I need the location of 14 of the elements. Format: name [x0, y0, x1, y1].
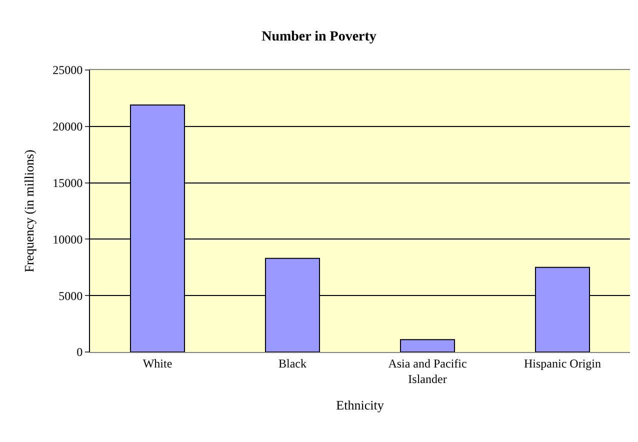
y-tick-label: 10000	[52, 232, 83, 246]
y-tick-label: 5000	[58, 288, 83, 303]
x-tick-label: Asia and Pacific Islander	[388, 356, 467, 386]
chart-title: Number in Poverty	[262, 30, 376, 45]
y-tick-label: 20000	[52, 120, 83, 134]
bar	[400, 339, 455, 352]
x-tick-label: White	[142, 356, 172, 370]
x-tick-label: Hispanic Origin	[524, 356, 601, 370]
y-tick-label: 0	[76, 345, 83, 360]
y-tick-label: 25000	[52, 63, 83, 78]
y-axis-title: Frequency (in millions)	[22, 150, 37, 272]
x-axis-title: Ethnicity	[336, 398, 384, 413]
y-tick-label: 15000	[52, 176, 83, 190]
x-tick-label: Black	[278, 356, 306, 370]
